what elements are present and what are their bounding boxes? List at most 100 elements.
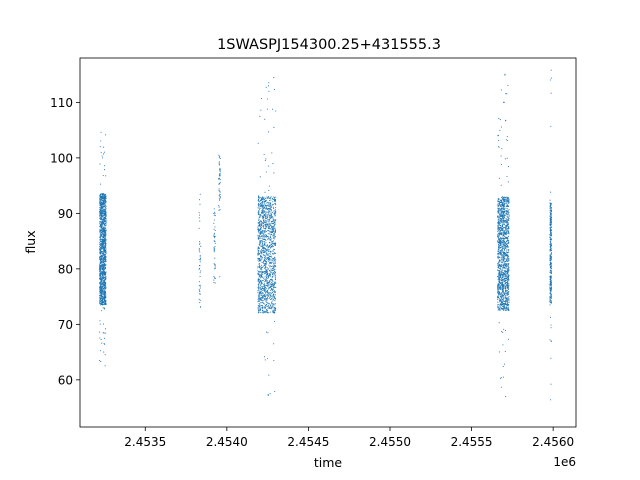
data-point: [199, 193, 201, 195]
data-point: [102, 323, 105, 325]
data-point: [500, 303, 502, 305]
data-point: [213, 247, 215, 249]
data-point: [101, 266, 103, 268]
data-point: [272, 310, 274, 312]
data-point: [265, 240, 267, 242]
data-point: [272, 231, 274, 233]
data-point: [218, 206, 220, 208]
data-point: [264, 359, 266, 361]
data-point: [99, 275, 101, 277]
data-point: [505, 292, 507, 294]
data-point: [497, 262, 499, 264]
y-tick-label: 70: [58, 318, 73, 332]
data-point: [504, 278, 506, 280]
data-point: [99, 236, 101, 238]
y-tick-label: 100: [50, 151, 73, 165]
data-point: [262, 205, 264, 207]
data-point: [102, 266, 105, 269]
data-point: [501, 256, 503, 258]
data-point: [258, 281, 260, 283]
data-point: [501, 251, 503, 253]
data-point: [273, 210, 275, 212]
data-point: [266, 309, 268, 311]
data-point: [258, 207, 260, 209]
data-point: [271, 283, 273, 285]
data-point: [218, 154, 220, 156]
data-point: [262, 288, 264, 290]
data-point: [263, 264, 265, 266]
data-point: [259, 305, 261, 307]
data-point: [274, 281, 276, 283]
data-point: [271, 152, 273, 154]
data-point: [266, 216, 268, 218]
data-point: [101, 204, 103, 206]
data-point: [497, 207, 499, 209]
data-point: [214, 226, 216, 228]
data-point: [100, 204, 102, 207]
data-point: [503, 270, 506, 272]
data-point: [99, 264, 101, 266]
data-point: [262, 217, 264, 219]
data-point: [257, 295, 259, 297]
data-point: [501, 308, 503, 310]
data-point: [272, 285, 274, 287]
data-point: [270, 282, 273, 284]
data-point: [100, 251, 102, 253]
data-point: [214, 215, 216, 217]
data-point: [505, 200, 507, 202]
data-point: [269, 230, 271, 232]
data-point: [267, 98, 269, 100]
data-point: [497, 197, 499, 200]
data-point: [505, 296, 507, 298]
data-point: [101, 240, 104, 242]
data-point: [508, 249, 510, 251]
data-point: [500, 228, 502, 230]
data-point: [102, 264, 104, 266]
data-point: [270, 239, 272, 241]
data-point: [501, 274, 503, 276]
data-point: [105, 214, 107, 217]
data-point: [261, 211, 263, 213]
data-point: [273, 268, 275, 271]
data-point: [269, 244, 271, 246]
data-point: [501, 219, 503, 221]
data-point: [213, 281, 215, 284]
data-point: [550, 293, 552, 296]
data-point: [497, 264, 499, 266]
data-point: [261, 258, 263, 260]
data-point: [272, 304, 274, 306]
data-point: [501, 221, 503, 223]
data-point: [105, 201, 107, 203]
data-point: [263, 241, 265, 243]
data-point: [549, 293, 551, 295]
data-point: [498, 242, 501, 244]
data-point: [260, 225, 262, 227]
data-point: [268, 209, 270, 212]
data-point: [503, 257, 505, 259]
data-point: [497, 230, 499, 233]
data-point: [104, 297, 106, 300]
data-point: [263, 281, 265, 283]
data-point: [273, 284, 275, 286]
data-point: [270, 199, 272, 201]
data-point: [506, 272, 508, 274]
data-point: [104, 250, 106, 252]
data-point: [274, 236, 276, 238]
data-point: [267, 285, 269, 287]
data-point: [214, 268, 216, 270]
data-point: [219, 181, 221, 183]
data-point: [265, 271, 267, 274]
data-point: [504, 224, 506, 226]
data-point: [257, 265, 259, 267]
data-point: [103, 146, 105, 148]
data-point: [259, 230, 261, 232]
data-point: [499, 231, 501, 233]
data-point: [498, 216, 501, 218]
data-point: [214, 265, 216, 267]
data-point: [507, 219, 509, 221]
data-point: [501, 208, 503, 210]
data-point: [259, 115, 261, 117]
data-point: [261, 291, 263, 293]
data-point: [507, 280, 509, 282]
data-point: [272, 294, 274, 296]
